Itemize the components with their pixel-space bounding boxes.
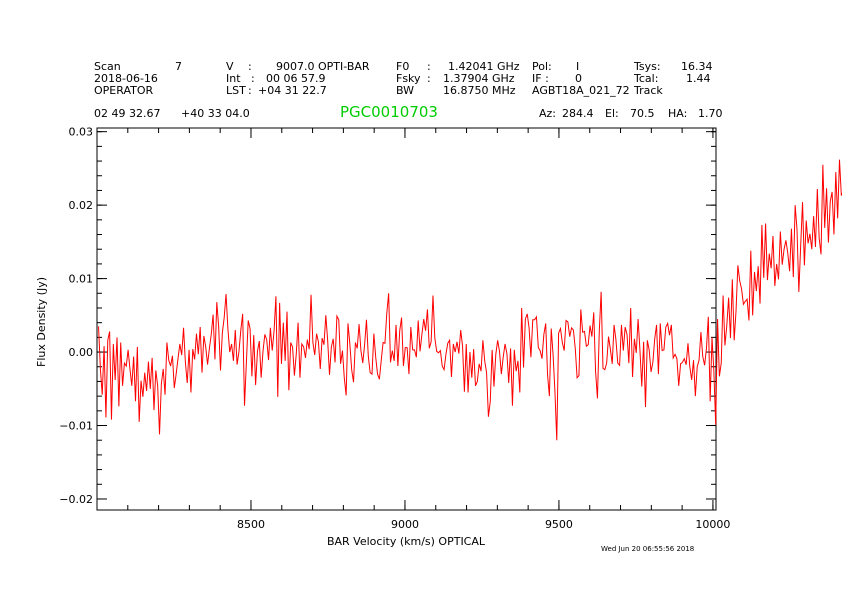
y-tick-label: 0.02 bbox=[69, 199, 94, 212]
y-tick-label: −0.02 bbox=[59, 493, 93, 506]
fsky-value: 1.37904 GHz bbox=[443, 72, 515, 85]
v-value: 9007.0 OPTI-BAR bbox=[276, 60, 370, 73]
lst-label: LST bbox=[226, 84, 246, 97]
fsky-sep: : bbox=[427, 72, 431, 85]
proc-name: Track bbox=[634, 84, 663, 97]
spectrum-line bbox=[98, 159, 842, 441]
axes: 8500 9000 9500 10000 −0.02 −0.01 0.00 0.01 0.02 0… bbox=[59, 126, 730, 531]
if-value: 0 bbox=[575, 72, 582, 85]
pol-label: Pol: bbox=[532, 60, 552, 73]
x-axis-label: BAR Velocity (km/s) OPTICAL bbox=[327, 535, 486, 548]
fsky-label: Fsky bbox=[396, 72, 421, 85]
source-title: PGC0010703 bbox=[340, 103, 438, 121]
ra-coord: 02 49 32.67 bbox=[94, 107, 161, 120]
x-tick-label: 9500 bbox=[545, 518, 573, 531]
operator: OPERATOR bbox=[94, 84, 154, 97]
int-sep: : bbox=[251, 72, 255, 85]
project-id: AGBT18A_021_72 bbox=[532, 84, 630, 97]
v-sep: : bbox=[248, 60, 252, 73]
tcal-value: 1.44 bbox=[686, 72, 711, 85]
tcal-label: Tcal: bbox=[634, 72, 659, 85]
az-value: 284.4 bbox=[562, 107, 594, 120]
ha-label: HA: bbox=[668, 107, 688, 120]
el-label: El: bbox=[605, 107, 619, 120]
el-value: 70.5 bbox=[630, 107, 655, 120]
x-tick-label: 8500 bbox=[237, 518, 265, 531]
y-tick-label: −0.01 bbox=[59, 420, 93, 433]
timestamp: Wed Jun 20 06:55:56 2018 bbox=[601, 545, 695, 553]
y-tick-label: 0.03 bbox=[69, 126, 94, 139]
x-tick-label: 9000 bbox=[391, 518, 419, 531]
x-tick-label: 10000 bbox=[695, 518, 730, 531]
y-axis-label: Flux Density (Jy) bbox=[35, 277, 48, 367]
az-label: Az: bbox=[539, 107, 557, 120]
obs-date: 2018-06-16 bbox=[94, 72, 158, 85]
lst-value: +04 31 22.7 bbox=[258, 84, 327, 97]
int-value: 00 06 57.9 bbox=[266, 72, 326, 85]
int-label: Int bbox=[226, 72, 241, 85]
bw-value: 16.8750 MHz bbox=[443, 84, 516, 97]
tsys-value: 16.34 bbox=[681, 60, 713, 73]
f0-sep: : bbox=[427, 60, 431, 73]
y-tick-label: 0.00 bbox=[69, 346, 94, 359]
scan-label: Scan bbox=[94, 60, 121, 73]
ha-value: 1.70 bbox=[698, 107, 723, 120]
f0-label: F0 bbox=[396, 60, 410, 73]
pol-value: I bbox=[576, 60, 580, 73]
plot-frame bbox=[96, 127, 717, 511]
v-label: V bbox=[226, 60, 234, 73]
scan-value: 7 bbox=[175, 60, 182, 73]
dec-coord: +40 33 04.0 bbox=[181, 107, 250, 120]
tsys-label: Tsys: bbox=[634, 60, 661, 73]
y-tick-label: 0.01 bbox=[69, 273, 94, 286]
if-label: IF : bbox=[532, 72, 549, 85]
lst-sep: : bbox=[248, 84, 252, 97]
series-group bbox=[98, 159, 842, 441]
f0-value: 1.42041 GHz bbox=[448, 60, 520, 73]
bw-label: BW bbox=[396, 84, 415, 97]
